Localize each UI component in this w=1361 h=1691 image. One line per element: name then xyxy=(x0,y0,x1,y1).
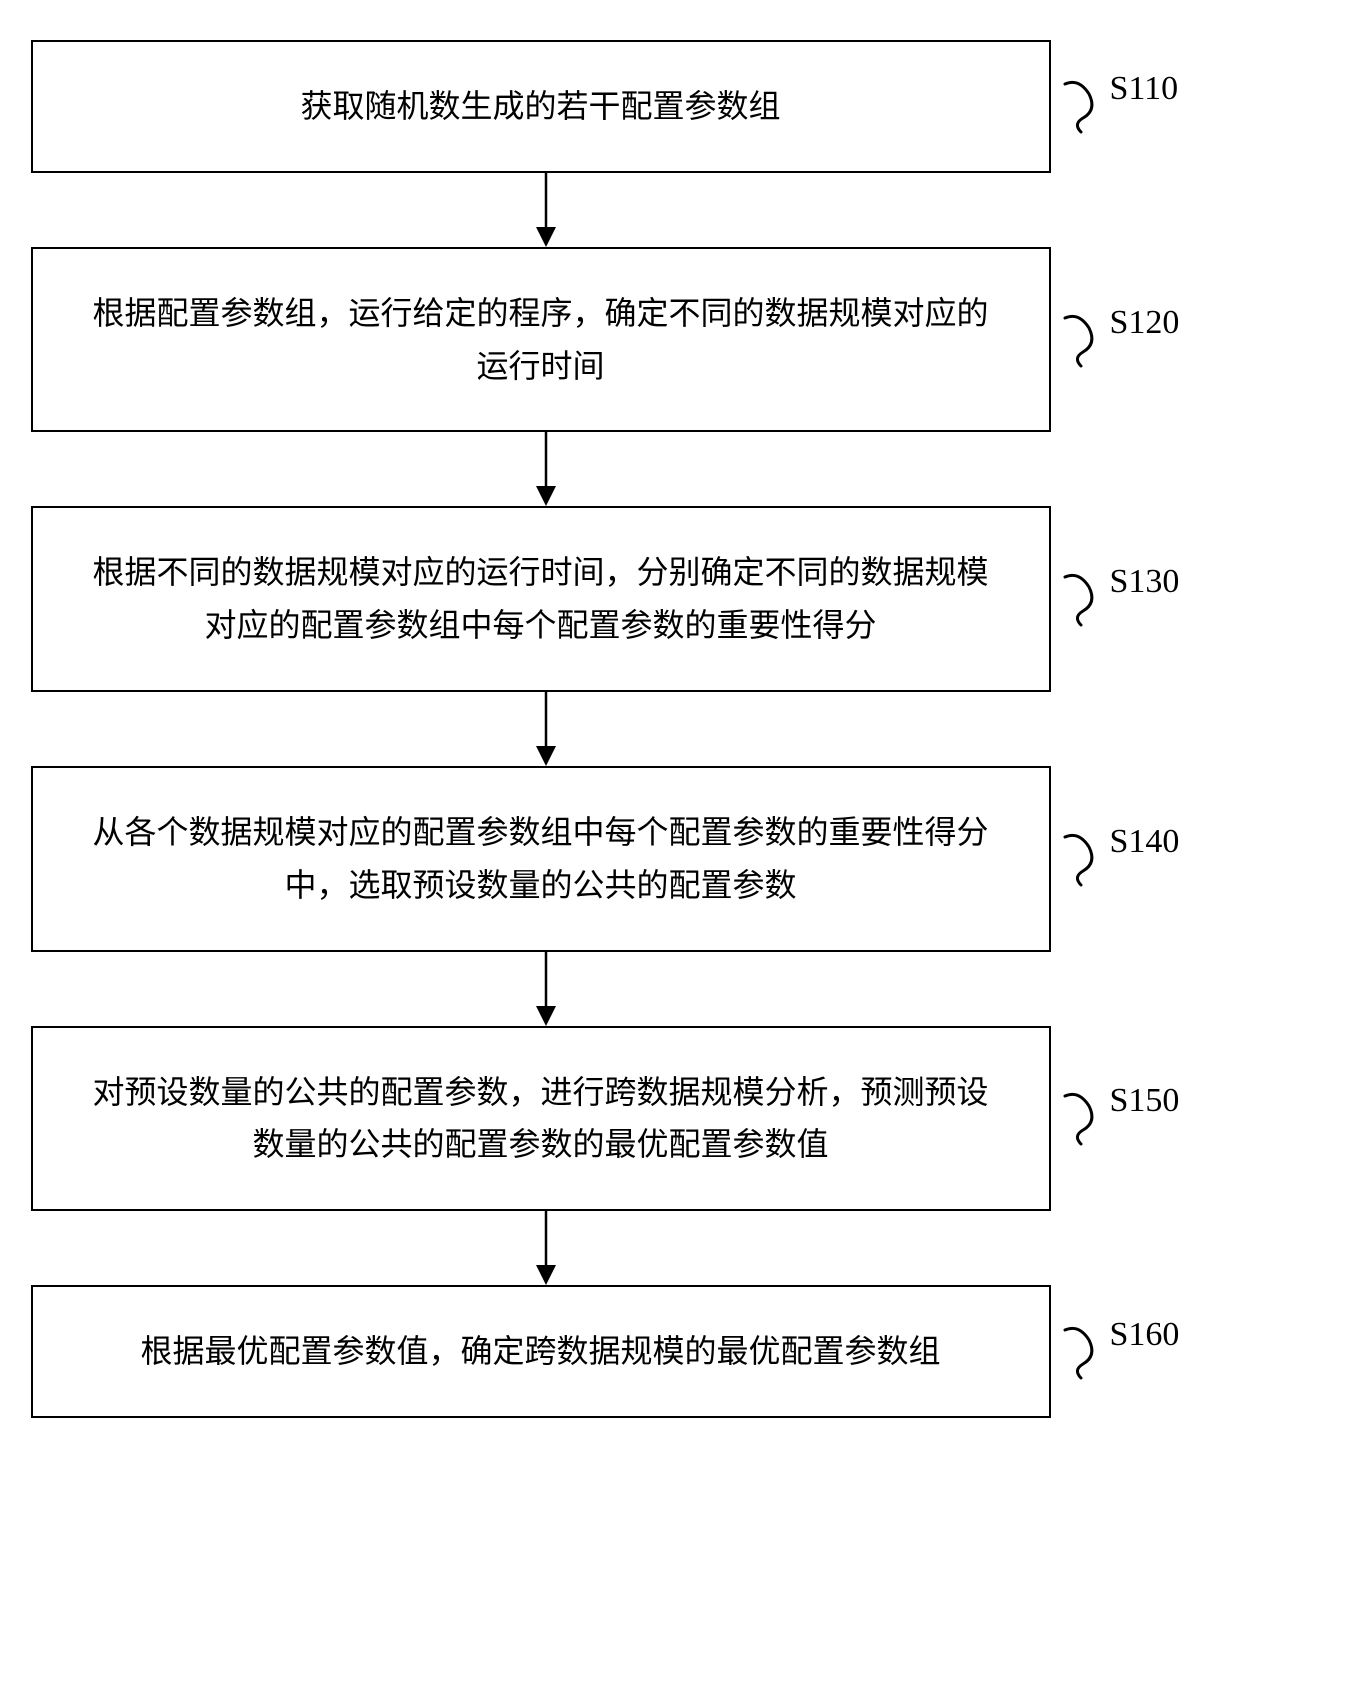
step-label-wrap: S160 xyxy=(1059,1322,1180,1382)
step-box-s150: 对预设数量的公共的配置参数，进行跨数据规模分析，预测预设数量的公共的配置参数的最… xyxy=(31,1026,1051,1212)
step-box-s130: 根据不同的数据规模对应的运行时间，分别确定不同的数据规模对应的配置参数组中每个配… xyxy=(31,506,1051,692)
step-row: 根据最优配置参数值，确定跨数据规模的最优配置参数组 S160 xyxy=(31,1285,1331,1418)
step-box-s140: 从各个数据规模对应的配置参数组中每个配置参数的重要性得分中，选取预设数量的公共的… xyxy=(31,766,1051,952)
arrow-down-icon xyxy=(531,692,561,766)
step-row: 从各个数据规模对应的配置参数组中每个配置参数的重要性得分中，选取预设数量的公共的… xyxy=(31,766,1331,952)
step-label: S160 xyxy=(1110,1316,1180,1354)
step-label: S150 xyxy=(1110,1082,1180,1120)
step-box-s120: 根据配置参数组，运行给定的程序，确定不同的数据规模对应的运行时间 xyxy=(31,247,1051,433)
brace-icon xyxy=(1059,310,1114,370)
arrow-down-icon xyxy=(531,432,561,506)
arrow-down-icon xyxy=(531,173,561,247)
brace-icon xyxy=(1059,1088,1114,1148)
step-row: 根据配置参数组，运行给定的程序，确定不同的数据规模对应的运行时间 S120 xyxy=(31,247,1331,433)
step-text: 从各个数据规模对应的配置参数组中每个配置参数的重要性得分中，选取预设数量的公共的… xyxy=(93,806,989,912)
step-text: 根据配置参数组，运行给定的程序，确定不同的数据规模对应的运行时间 xyxy=(93,287,989,393)
arrow-down-icon xyxy=(531,952,561,1026)
arrow-down-icon xyxy=(531,1211,561,1285)
step-box-s160: 根据最优配置参数值，确定跨数据规模的最优配置参数组 xyxy=(31,1285,1051,1418)
brace-icon xyxy=(1059,829,1114,889)
step-label-wrap: S150 xyxy=(1059,1088,1180,1148)
step-label-wrap: S110 xyxy=(1059,76,1179,136)
brace-icon xyxy=(1059,1322,1114,1382)
step-row: 获取随机数生成的若干配置参数组 S110 xyxy=(31,40,1331,173)
step-label: S140 xyxy=(1110,823,1180,861)
step-label-wrap: S120 xyxy=(1059,310,1180,370)
step-box-s110: 获取随机数生成的若干配置参数组 xyxy=(31,40,1051,173)
step-text: 获取随机数生成的若干配置参数组 xyxy=(300,80,780,133)
step-label-wrap: S140 xyxy=(1059,829,1180,889)
step-label-wrap: S130 xyxy=(1059,569,1180,629)
step-text: 根据最优配置参数值，确定跨数据规模的最优配置参数组 xyxy=(140,1325,940,1378)
flowchart-container: 获取随机数生成的若干配置参数组 S110 根据配置参数组，运行给定的程序，确定不… xyxy=(31,40,1331,1418)
step-text: 根据不同的数据规模对应的运行时间，分别确定不同的数据规模对应的配置参数组中每个配… xyxy=(93,546,989,652)
step-row: 对预设数量的公共的配置参数，进行跨数据规模分析，预测预设数量的公共的配置参数的最… xyxy=(31,1026,1331,1212)
step-text: 对预设数量的公共的配置参数，进行跨数据规模分析，预测预设数量的公共的配置参数的最… xyxy=(93,1066,989,1172)
brace-icon xyxy=(1059,569,1114,629)
step-label: S110 xyxy=(1110,70,1179,108)
step-row: 根据不同的数据规模对应的运行时间，分别确定不同的数据规模对应的配置参数组中每个配… xyxy=(31,506,1331,692)
step-label: S120 xyxy=(1110,304,1180,342)
step-label: S130 xyxy=(1110,563,1180,601)
brace-icon xyxy=(1059,76,1114,136)
